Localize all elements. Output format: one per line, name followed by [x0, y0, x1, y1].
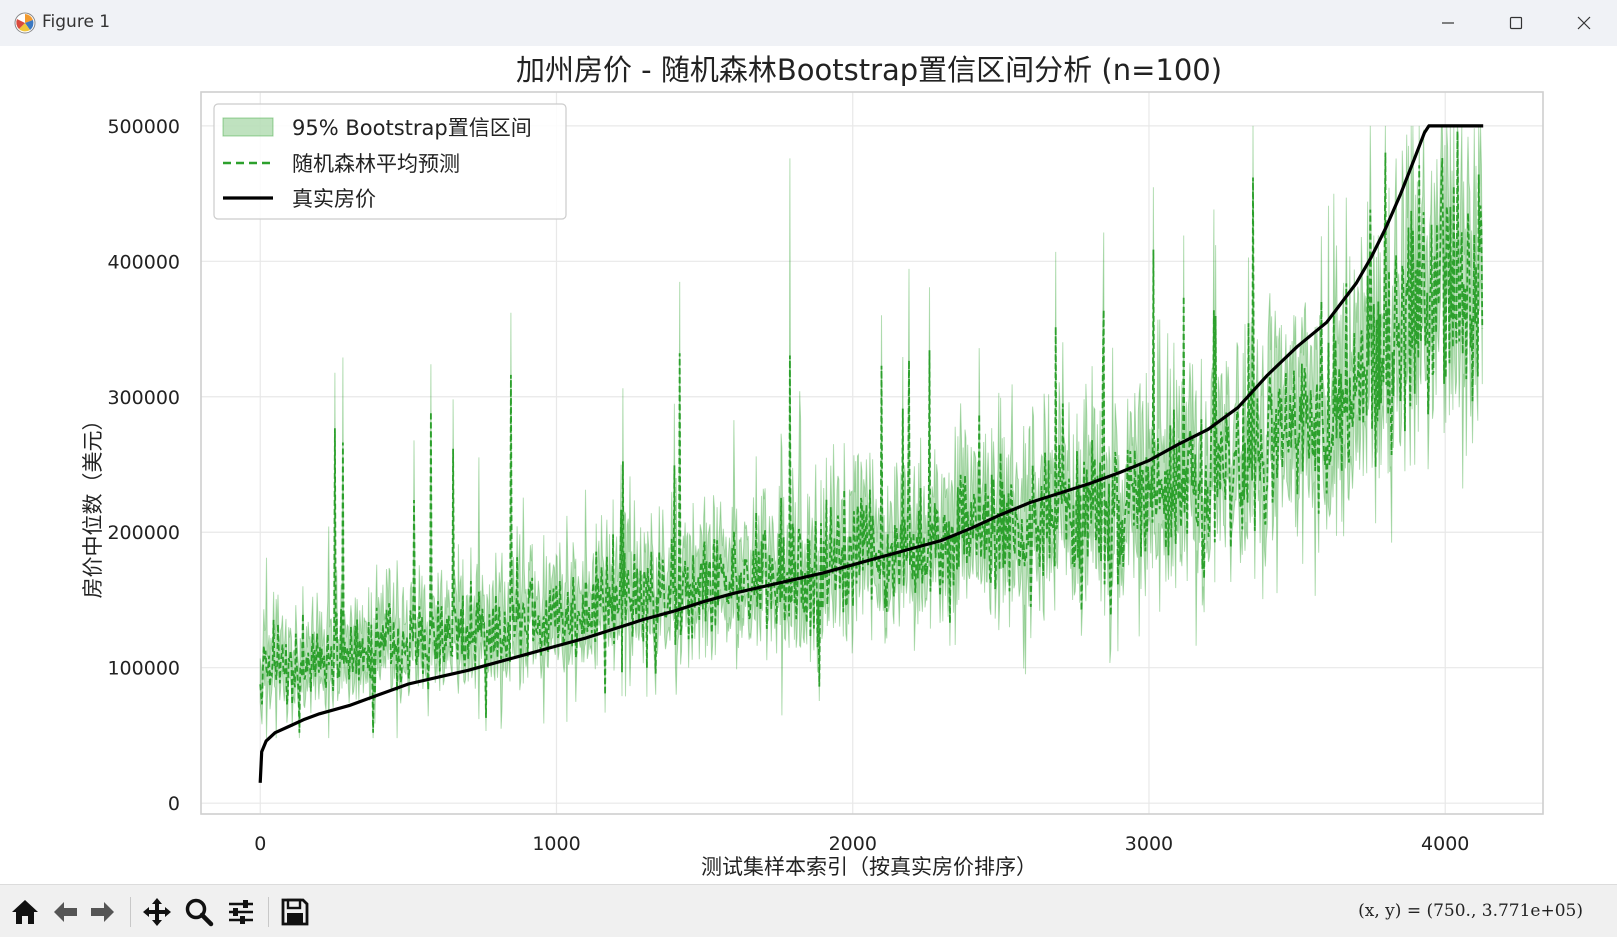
x-axis-ticks: 0 1000 2000 3000 4000 [254, 833, 1469, 855]
legend-label-band: 95% Bootstrap置信区间 [292, 116, 532, 140]
arrow-left-icon [54, 902, 77, 922]
move-arrows-icon [143, 898, 171, 926]
x-tick-label: 3000 [1125, 833, 1173, 855]
confidence-band [259, 125, 1483, 739]
navigation-toolbar: (x, y) = (750., 3.771e+05) [0, 884, 1617, 937]
maximize-button[interactable] [1488, 6, 1544, 40]
configure-subplots-button[interactable] [224, 895, 258, 929]
y-tick-label: 0 [168, 793, 180, 815]
x-tick-label: 0 [254, 833, 266, 855]
window-title: Figure 1 [42, 12, 111, 32]
chart-title: 加州房价 - 随机森林Bootstrap置信区间分析 (n=100) [516, 53, 1222, 87]
floppy-disk-icon [281, 898, 309, 926]
back-button[interactable] [48, 895, 82, 929]
zoom-button[interactable] [182, 895, 216, 929]
x-tick-label: 2000 [829, 833, 877, 855]
cursor-coordinates: (x, y) = (750., 3.771e+05) [1358, 901, 1583, 921]
x-tick-label: 4000 [1421, 833, 1469, 855]
matplotlib-app-icon [14, 12, 36, 34]
legend-label-prediction: 随机森林平均预测 [292, 152, 460, 176]
true-price-line [258, 124, 1484, 783]
toolbar-separator [268, 897, 269, 927]
minimize-icon [1442, 22, 1454, 24]
legend: 95% Bootstrap置信区间 随机森林平均预测 真实房价 [213, 103, 567, 220]
confidence-band-area [259, 125, 1483, 739]
close-icon [1577, 16, 1591, 30]
legend-box [213, 103, 567, 220]
magnifier-icon [185, 898, 214, 927]
arrow-right-icon [91, 902, 114, 922]
chart-svg: 加州房价 - 随机森林Bootstrap置信区间分析 (n=100) 0 1000… [81, 53, 1544, 879]
x-axis-label: 测试集样本索引（按真实房价排序） [701, 855, 1037, 879]
legend-band-swatch [222, 117, 274, 137]
y-tick-label: 400000 [107, 251, 180, 273]
save-button[interactable] [278, 895, 312, 929]
forward-button[interactable] [86, 895, 120, 929]
minimize-button[interactable] [1420, 6, 1476, 40]
figure-canvas[interactable]: 加州房价 - 随机森林Bootstrap置信区间分析 (n=100) 0 1000… [0, 46, 1617, 884]
maximize-icon [1509, 16, 1523, 30]
home-button[interactable] [8, 895, 42, 929]
prediction-line [259, 131, 1484, 733]
y-axis-ticks: 0 100000 200000 300000 400000 500000 [107, 116, 180, 815]
window-titlebar: Figure 1 [0, 0, 1617, 47]
sliders-icon [229, 900, 253, 924]
x-tick-label: 1000 [532, 833, 580, 855]
prediction-series-path [259, 131, 1484, 733]
plot-frame [200, 91, 1544, 815]
y-tick-label: 200000 [107, 522, 180, 544]
y-axis-label: 房价中位数（美元） [81, 410, 105, 599]
pan-button[interactable] [140, 895, 174, 929]
toolbar-separator [130, 897, 131, 927]
home-icon [12, 900, 38, 924]
y-tick-label: 100000 [107, 658, 180, 680]
y-tick-label: 300000 [107, 387, 180, 409]
legend-label-truth: 真实房价 [292, 187, 376, 211]
close-button[interactable] [1556, 6, 1612, 40]
y-tick-label: 500000 [107, 116, 180, 138]
